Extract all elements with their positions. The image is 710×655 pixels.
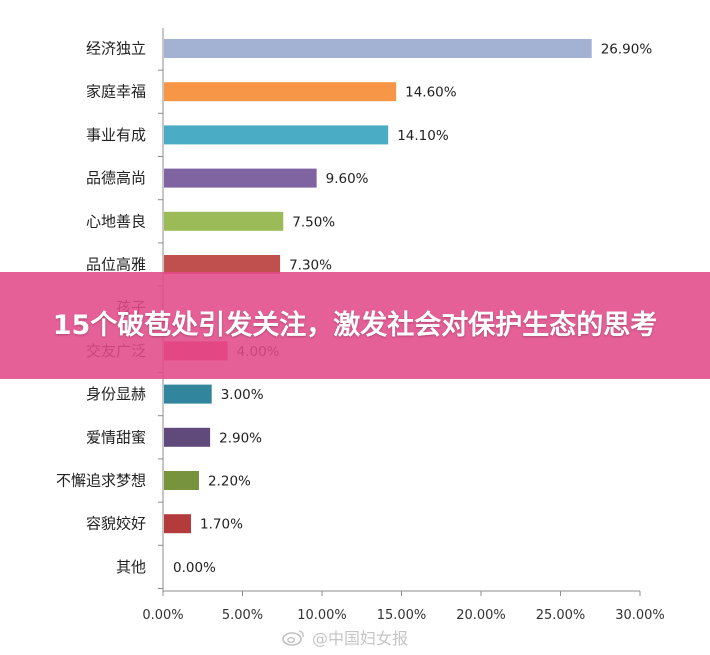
data-label: 14.10%: [397, 128, 449, 144]
x-tick-label: 25.00%: [536, 608, 586, 623]
bar: [164, 471, 199, 490]
headline-banner: 15个破苞处引发关注，激发社会对保护生态的思考: [0, 272, 710, 379]
bar: [164, 255, 281, 274]
watermark: @中国妇女报: [282, 626, 408, 648]
category-label: 品德高尚: [86, 169, 146, 187]
data-label: 14.60%: [405, 85, 457, 101]
data-label: 26.90%: [601, 42, 653, 58]
category-label: 其他: [116, 558, 146, 576]
category-label: 经济独立: [86, 40, 146, 58]
data-label: 0.00%: [173, 560, 216, 576]
data-label: 3.00%: [221, 387, 264, 403]
data-label: 1.70%: [200, 517, 243, 533]
bar: [164, 514, 192, 534]
category-label: 品位高雅: [86, 256, 146, 274]
x-tick-label: 15.00%: [377, 608, 427, 623]
category-label: 容貌姣好: [86, 515, 146, 533]
bar: [164, 125, 389, 145]
category-label: 心地善良: [86, 212, 146, 230]
x-tick-label: 5.00%: [222, 608, 263, 623]
bar: [164, 82, 397, 102]
category-label: 家庭幸福: [86, 83, 146, 101]
bar: [164, 168, 317, 188]
category-label: 不懈追求梦想: [56, 472, 146, 490]
data-label: 7.30%: [289, 258, 332, 274]
x-tick-label: 30.00%: [615, 608, 665, 623]
category-label: 身份显赫: [86, 385, 146, 403]
bar: [164, 427, 211, 447]
bar: [164, 384, 212, 404]
bar: [164, 39, 592, 58]
weibo-logo-icon: [282, 630, 304, 646]
category-label: 事业有成: [86, 126, 146, 144]
data-label: 2.20%: [208, 474, 251, 490]
x-tick-label: 0.00%: [142, 608, 183, 623]
data-label: 9.60%: [326, 171, 369, 187]
watermark-text: @中国妇女报: [312, 629, 409, 648]
headline-title: 15个破苞处引发关注，激发社会对保护生态的思考: [52, 309, 658, 341]
x-tick-label: 20.00%: [456, 608, 506, 623]
category-label: 爱情甜蜜: [86, 428, 146, 446]
x-tick-label: 10.00%: [297, 608, 347, 623]
bar: [164, 211, 284, 231]
data-label: 2.90%: [219, 430, 262, 446]
data-label: 7.50%: [292, 214, 335, 230]
